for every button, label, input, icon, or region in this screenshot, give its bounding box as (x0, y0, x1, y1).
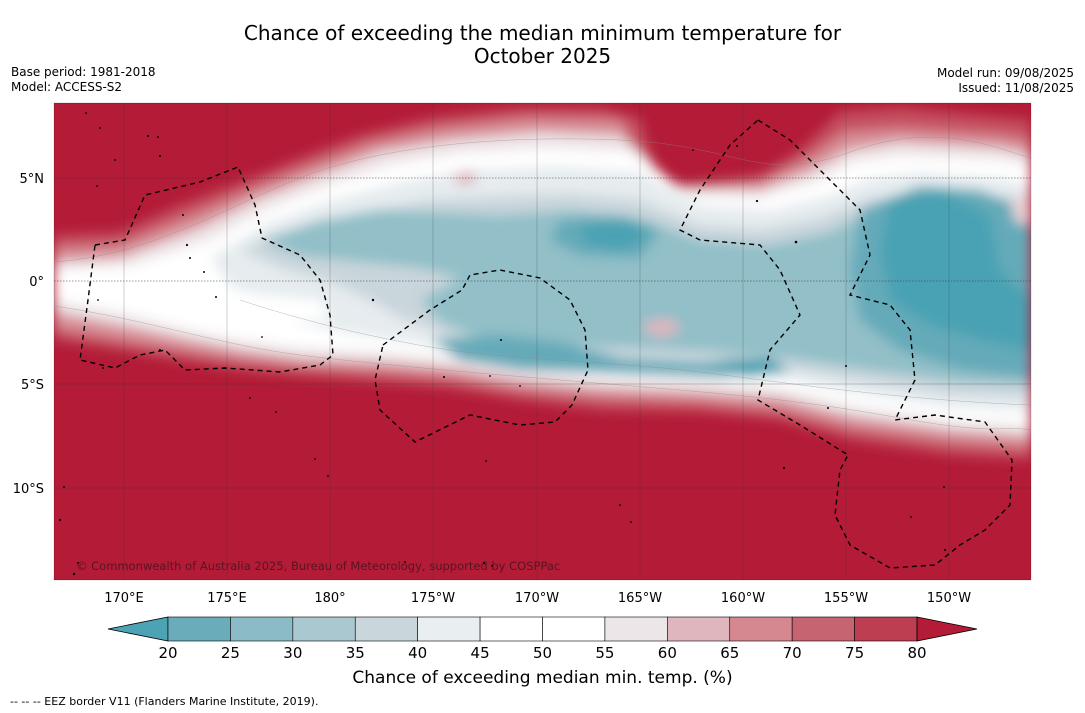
colorbar: 20 25 30 35 40 45 50 55 60 65 70 75 80 (107, 616, 978, 662)
contour-25 (430, 186, 1031, 378)
title-line-1: Chance of exceeding the median minimum t… (243, 21, 842, 45)
colorbar-segment (230, 616, 294, 642)
lon-label-160w: 160°W (721, 591, 765, 606)
contour-lines (54, 136, 1031, 431)
colorbar-segment (292, 616, 356, 642)
lon-label-180: 180° (314, 591, 345, 606)
colorbar-segment (729, 616, 793, 642)
colorbar-tick-label: 35 (346, 644, 365, 662)
colorbar-tick-label: 20 (158, 644, 177, 662)
base-period: Base period: 1981-2018 (11, 65, 156, 79)
graticule (54, 103, 1031, 580)
colorbar-tick-label: 80 (907, 644, 926, 662)
colorbar-tick-label: 45 (471, 644, 490, 662)
colorbar-segment (354, 616, 418, 642)
eez-footnote: -- -- -- EEZ border V11 (Flanders Marine… (10, 695, 319, 708)
map-frame (53, 102, 1032, 581)
colorbar-ticks: 20 25 30 35 40 45 50 55 60 65 70 75 80 (158, 644, 926, 662)
model-name: Model: ACCESS-S2 (11, 80, 123, 94)
probability-field (54, 103, 1031, 580)
colorbar-segments (167, 616, 918, 642)
colorbar-tick-label: 65 (720, 644, 739, 662)
colorbar-segment (854, 616, 918, 642)
colorbar-tick-label: 55 (595, 644, 614, 662)
lon-label-170e: 170°E (104, 591, 144, 606)
lon-label-175e: 175°E (207, 591, 247, 606)
model-run: Model run: 09/08/2025 (936, 66, 1074, 80)
colorbar-segment (417, 616, 481, 642)
colorbar-low-extension (107, 616, 169, 642)
lat-label-10s: 10°S (13, 482, 44, 497)
latitude-labels: 5°N 0° 5°S 10°S (13, 172, 44, 497)
eez-borders (79, 119, 1013, 569)
meta-right: Model run: 09/08/2025 Issued: 11/08/2025 (937, 66, 1074, 96)
longitude-labels: 170°E 175°E 180° 175°W 170°W 165°W 160°W… (104, 591, 971, 606)
colorbar-tick-label: 70 (783, 644, 802, 662)
colorbar-label: Chance of exceeding median min. temp. (%… (352, 668, 733, 688)
colorbar-segment (604, 616, 668, 642)
islands (58, 112, 946, 576)
colorbar-segment (667, 616, 731, 642)
contour-20 (580, 190, 1031, 378)
contour-30 (260, 200, 1031, 385)
colorbar-segment (167, 616, 231, 642)
colorbar-tick-label: 60 (658, 644, 677, 662)
warm-pocket-165w (645, 318, 682, 338)
colorbar-segment (542, 616, 606, 642)
colorbar-high-extension (916, 616, 978, 642)
colorbar-tick-label: 50 (533, 644, 552, 662)
warm-pocket-equator-west (60, 272, 330, 322)
lat-label-5s: 5°S (21, 378, 44, 393)
lon-label-150w: 150°W (927, 591, 971, 606)
eez-kiribati-line (679, 119, 1013, 569)
colorbar-tick-label: 40 (408, 644, 427, 662)
map-title: Chance of exceeding the median minimum t… (0, 22, 1085, 68)
issued-date: Issued: 11/08/2025 (958, 81, 1074, 95)
colorbar-tick-label: 25 (221, 644, 240, 662)
colorbar-tick-label: 30 (283, 644, 302, 662)
colorbar-tick-label: 75 (845, 644, 864, 662)
colorbar-segment (479, 616, 543, 642)
lat-label-5n: 5°N (20, 172, 45, 187)
lat-label-0: 0° (29, 275, 44, 290)
lon-label-170w: 170°W (515, 591, 559, 606)
meta-left: Base period: 1981-2018 Model: ACCESS-S2 (11, 65, 156, 95)
colorbar-segment (791, 616, 855, 642)
lon-label-175w: 175°W (411, 591, 455, 606)
warm-pocket-east (1010, 192, 1031, 225)
lon-label-155w: 155°W (824, 591, 868, 606)
copyright-notice: © Commonwealth of Australia 2025, Bureau… (76, 559, 560, 573)
lon-label-165w: 165°W (618, 591, 662, 606)
title-line-2: October 2025 (473, 44, 612, 68)
